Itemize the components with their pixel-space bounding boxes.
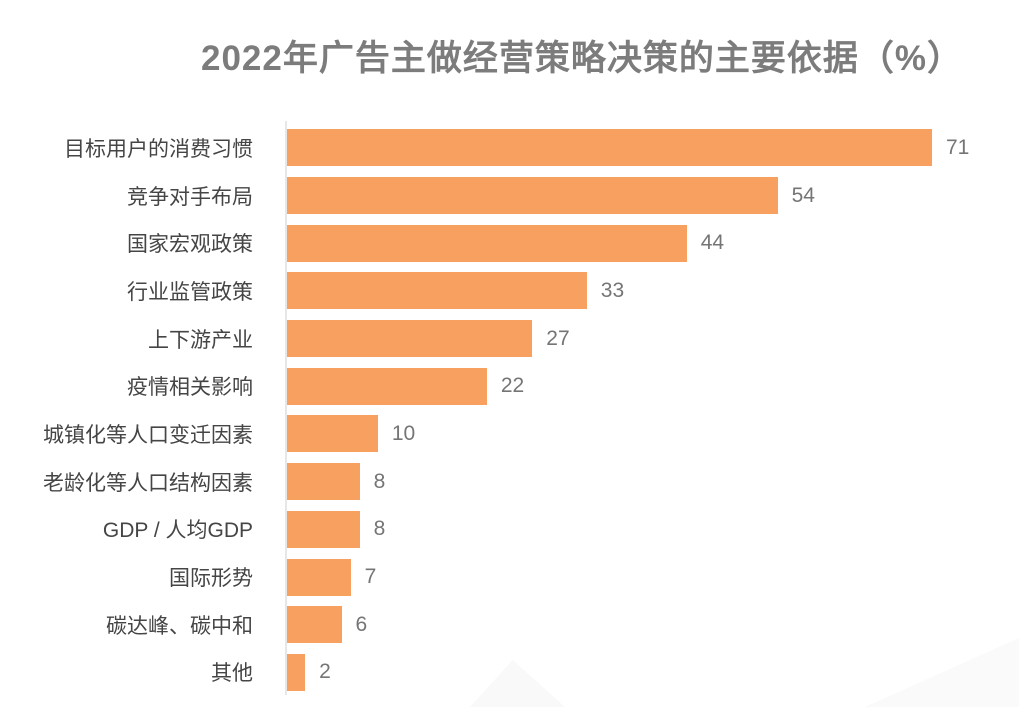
category-label: 老龄化等人口结构因素	[43, 471, 253, 495]
bar	[287, 558, 351, 596]
bar	[287, 320, 533, 358]
bar-row: 碳达峰、碳中和 6	[0, 601, 1010, 649]
value-label: 2	[319, 660, 331, 684]
bar	[287, 415, 378, 453]
category-label: GDP / 人均GDP	[102, 519, 253, 543]
category-label: 国际形势	[169, 567, 253, 591]
bar-row: 城镇化等人口变迁因素 10	[0, 410, 1010, 458]
category-label: 碳达峰、碳中和	[106, 614, 253, 638]
bar	[287, 463, 360, 501]
bar-row: 疫情相关影响 22	[0, 362, 1010, 410]
value-label: 8	[373, 517, 386, 541]
bar	[287, 177, 778, 215]
bar	[287, 510, 360, 548]
bar-track: 22	[287, 367, 1010, 405]
bar-track: 8	[287, 463, 1010, 501]
bar-row: 国家宏观政策 44	[0, 219, 1010, 267]
category-label: 上下游产业	[148, 328, 253, 352]
bar	[287, 224, 687, 262]
value-label: 54	[791, 183, 815, 207]
bar-track: 27	[287, 320, 1010, 358]
bar-row: GDP / 人均GDP 8	[0, 506, 1010, 554]
value-label: 8	[373, 469, 386, 493]
bar-track: 54	[287, 177, 1010, 215]
bar	[287, 129, 932, 167]
bar-track: 44	[287, 224, 1010, 262]
bar-row: 国际形势 7	[0, 553, 1010, 601]
value-label: 33	[600, 278, 625, 302]
bar-track: 10	[287, 415, 1010, 453]
bar-row: 目标用户的消费习惯 71	[0, 124, 1010, 172]
category-label: 目标用户的消费习惯	[64, 137, 253, 161]
bar-row: 行业监管政策 33	[0, 267, 1010, 315]
bar	[287, 272, 587, 310]
bar-track: 2	[287, 653, 1010, 691]
value-label: 27	[546, 326, 570, 350]
bar-row: 上下游产业 27	[0, 315, 1010, 363]
category-label: 国家宏观政策	[127, 233, 253, 257]
category-label: 行业监管政策	[127, 280, 253, 304]
value-label: 10	[391, 421, 416, 445]
bar-track: 7	[287, 558, 1010, 596]
value-label: 7	[364, 565, 377, 589]
category-label: 城镇化等人口变迁因素	[43, 423, 253, 447]
value-label: 6	[355, 612, 368, 636]
category-label: 其他	[211, 662, 253, 686]
bar	[287, 606, 342, 644]
bar-track: 33	[287, 272, 1010, 310]
bar-track: 6	[287, 606, 1010, 644]
category-label: 疫情相关影响	[127, 376, 253, 400]
bar-row: 老龄化等人口结构因素 8	[0, 458, 1010, 506]
bar	[287, 653, 306, 691]
bar-track: 8	[287, 510, 1010, 548]
bar-row: 其他 2	[0, 649, 1010, 697]
bar-chart: 目标用户的消费习惯 71 竞争对手布局 54 国家宏观政策 44 行业监管政策 33 上下游产业…	[0, 124, 1010, 696]
value-label: 71	[946, 135, 970, 159]
bar-row: 竞争对手布局 54	[0, 172, 1010, 220]
bar-track: 71	[287, 129, 1010, 167]
value-label: 22	[500, 374, 525, 398]
value-label: 44	[700, 231, 725, 255]
category-label: 竞争对手布局	[127, 185, 253, 209]
y-axis-line	[285, 121, 287, 695]
bar	[287, 367, 487, 405]
chart-title: 2022年广告主做经营策略决策的主要依据（%）	[201, 39, 963, 78]
